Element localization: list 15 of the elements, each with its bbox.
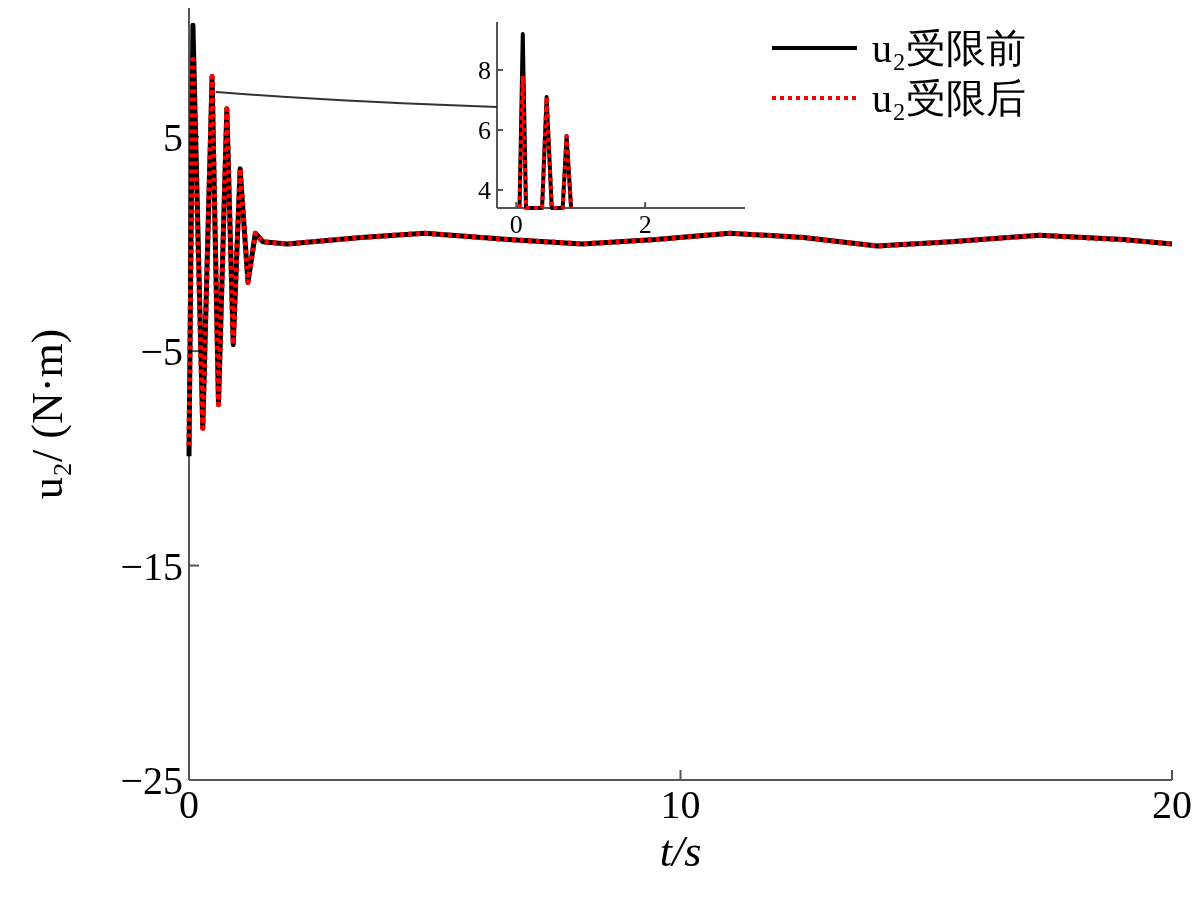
y-tick-label: 8 xyxy=(478,56,491,86)
x-axis-title: t/s xyxy=(659,827,702,876)
x-tick-label: 10 xyxy=(660,782,701,827)
x-tick-label: 20 xyxy=(1152,782,1192,827)
y-tick-label: 4 xyxy=(478,176,491,206)
y-tick-label: −5 xyxy=(140,329,183,375)
legend-label: u₂受限前 xyxy=(872,26,1026,71)
line-series xyxy=(517,74,574,210)
x-tick-label: 0 xyxy=(509,209,523,239)
y-axis-title: u₂/ (N·m) xyxy=(23,328,72,500)
x-tick-label: 2 xyxy=(638,209,652,239)
y-tick-label: 5 xyxy=(163,114,183,160)
legend-label: u₂受限后 xyxy=(872,76,1026,121)
y-tick-label: 6 xyxy=(478,116,491,146)
y-tick-label: −15 xyxy=(120,543,183,589)
